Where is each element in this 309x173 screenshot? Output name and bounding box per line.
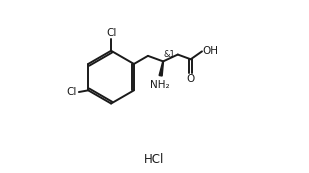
Text: HCl: HCl bbox=[144, 153, 165, 166]
Text: NH₂: NH₂ bbox=[150, 80, 170, 90]
Polygon shape bbox=[159, 61, 163, 76]
Text: Cl: Cl bbox=[66, 87, 76, 97]
Text: &1: &1 bbox=[164, 50, 176, 59]
Text: Cl: Cl bbox=[106, 28, 116, 38]
Text: O: O bbox=[187, 74, 195, 84]
Text: OH: OH bbox=[203, 46, 219, 56]
